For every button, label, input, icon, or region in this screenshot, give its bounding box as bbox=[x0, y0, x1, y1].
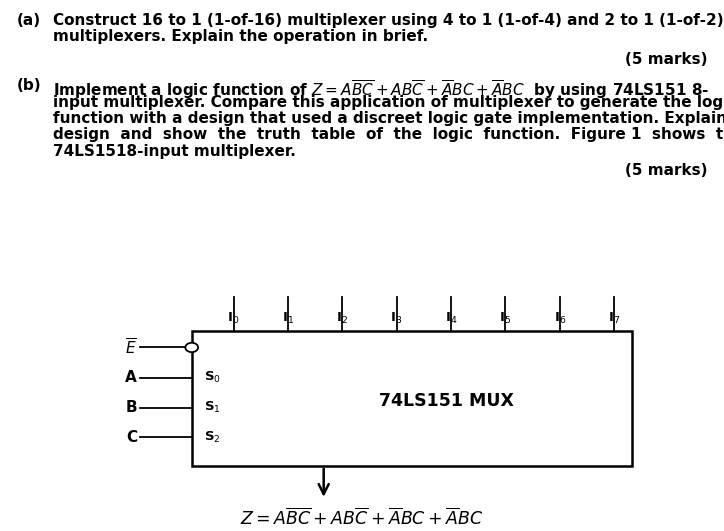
Text: multiplexers. Explain the operation in brief.: multiplexers. Explain the operation in b… bbox=[54, 29, 429, 44]
Text: A: A bbox=[125, 371, 137, 386]
Text: function with a design that used a discreet logic gate implementation. Explain t: function with a design that used a discr… bbox=[54, 111, 724, 126]
Text: I$_4$: I$_4$ bbox=[445, 311, 457, 327]
Text: I$_5$: I$_5$ bbox=[500, 311, 511, 327]
Text: S$_1$: S$_1$ bbox=[204, 400, 221, 415]
Text: $Z = A\overline{B}\overline{C}+AB\overline{C}+\overline{A}BC+\overline{A}BC$: $Z = A\overline{B}\overline{C}+AB\overli… bbox=[240, 508, 484, 529]
Text: B: B bbox=[125, 400, 137, 415]
Text: (5 marks): (5 marks) bbox=[625, 52, 707, 67]
Text: I$_7$: I$_7$ bbox=[608, 311, 620, 327]
Text: S$_2$: S$_2$ bbox=[204, 430, 221, 445]
Text: design  and  show  the  truth  table  of  the  logic  function.  Figure 1  shows: design and show the truth table of the l… bbox=[54, 127, 724, 142]
Text: Construct 16 to 1 (1-of-16) multiplexer using 4 to 1 (1-of-4) and 2 to 1 (1-of-2: Construct 16 to 1 (1-of-16) multiplexer … bbox=[54, 13, 724, 28]
Text: S$_0$: S$_0$ bbox=[204, 370, 222, 386]
Text: (5 marks): (5 marks) bbox=[625, 162, 707, 178]
Text: C: C bbox=[126, 430, 137, 445]
Text: 74LS1518-input multiplexer.: 74LS1518-input multiplexer. bbox=[54, 144, 296, 159]
Text: input multiplexer. Compare this application of multiplexer to generate the logic: input multiplexer. Compare this applicat… bbox=[54, 95, 724, 109]
Text: I$_0$: I$_0$ bbox=[227, 311, 240, 327]
Text: (b): (b) bbox=[17, 78, 41, 93]
Text: I$_2$: I$_2$ bbox=[336, 311, 348, 327]
Text: I$_6$: I$_6$ bbox=[554, 311, 566, 327]
Text: I$_3$: I$_3$ bbox=[390, 311, 403, 327]
Circle shape bbox=[185, 343, 198, 352]
Text: Implement a logic function of $Z = A\overline{B}\overline{C}+AB\overline{C}+\ove: Implement a logic function of $Z = A\ove… bbox=[54, 78, 710, 101]
Text: $\overline{E}$: $\overline{E}$ bbox=[125, 337, 137, 357]
Bar bbox=[192, 330, 631, 466]
Text: 74LS151 MUX: 74LS151 MUX bbox=[379, 392, 514, 410]
Text: (a): (a) bbox=[17, 13, 41, 28]
Text: I$_1$: I$_1$ bbox=[282, 311, 294, 327]
